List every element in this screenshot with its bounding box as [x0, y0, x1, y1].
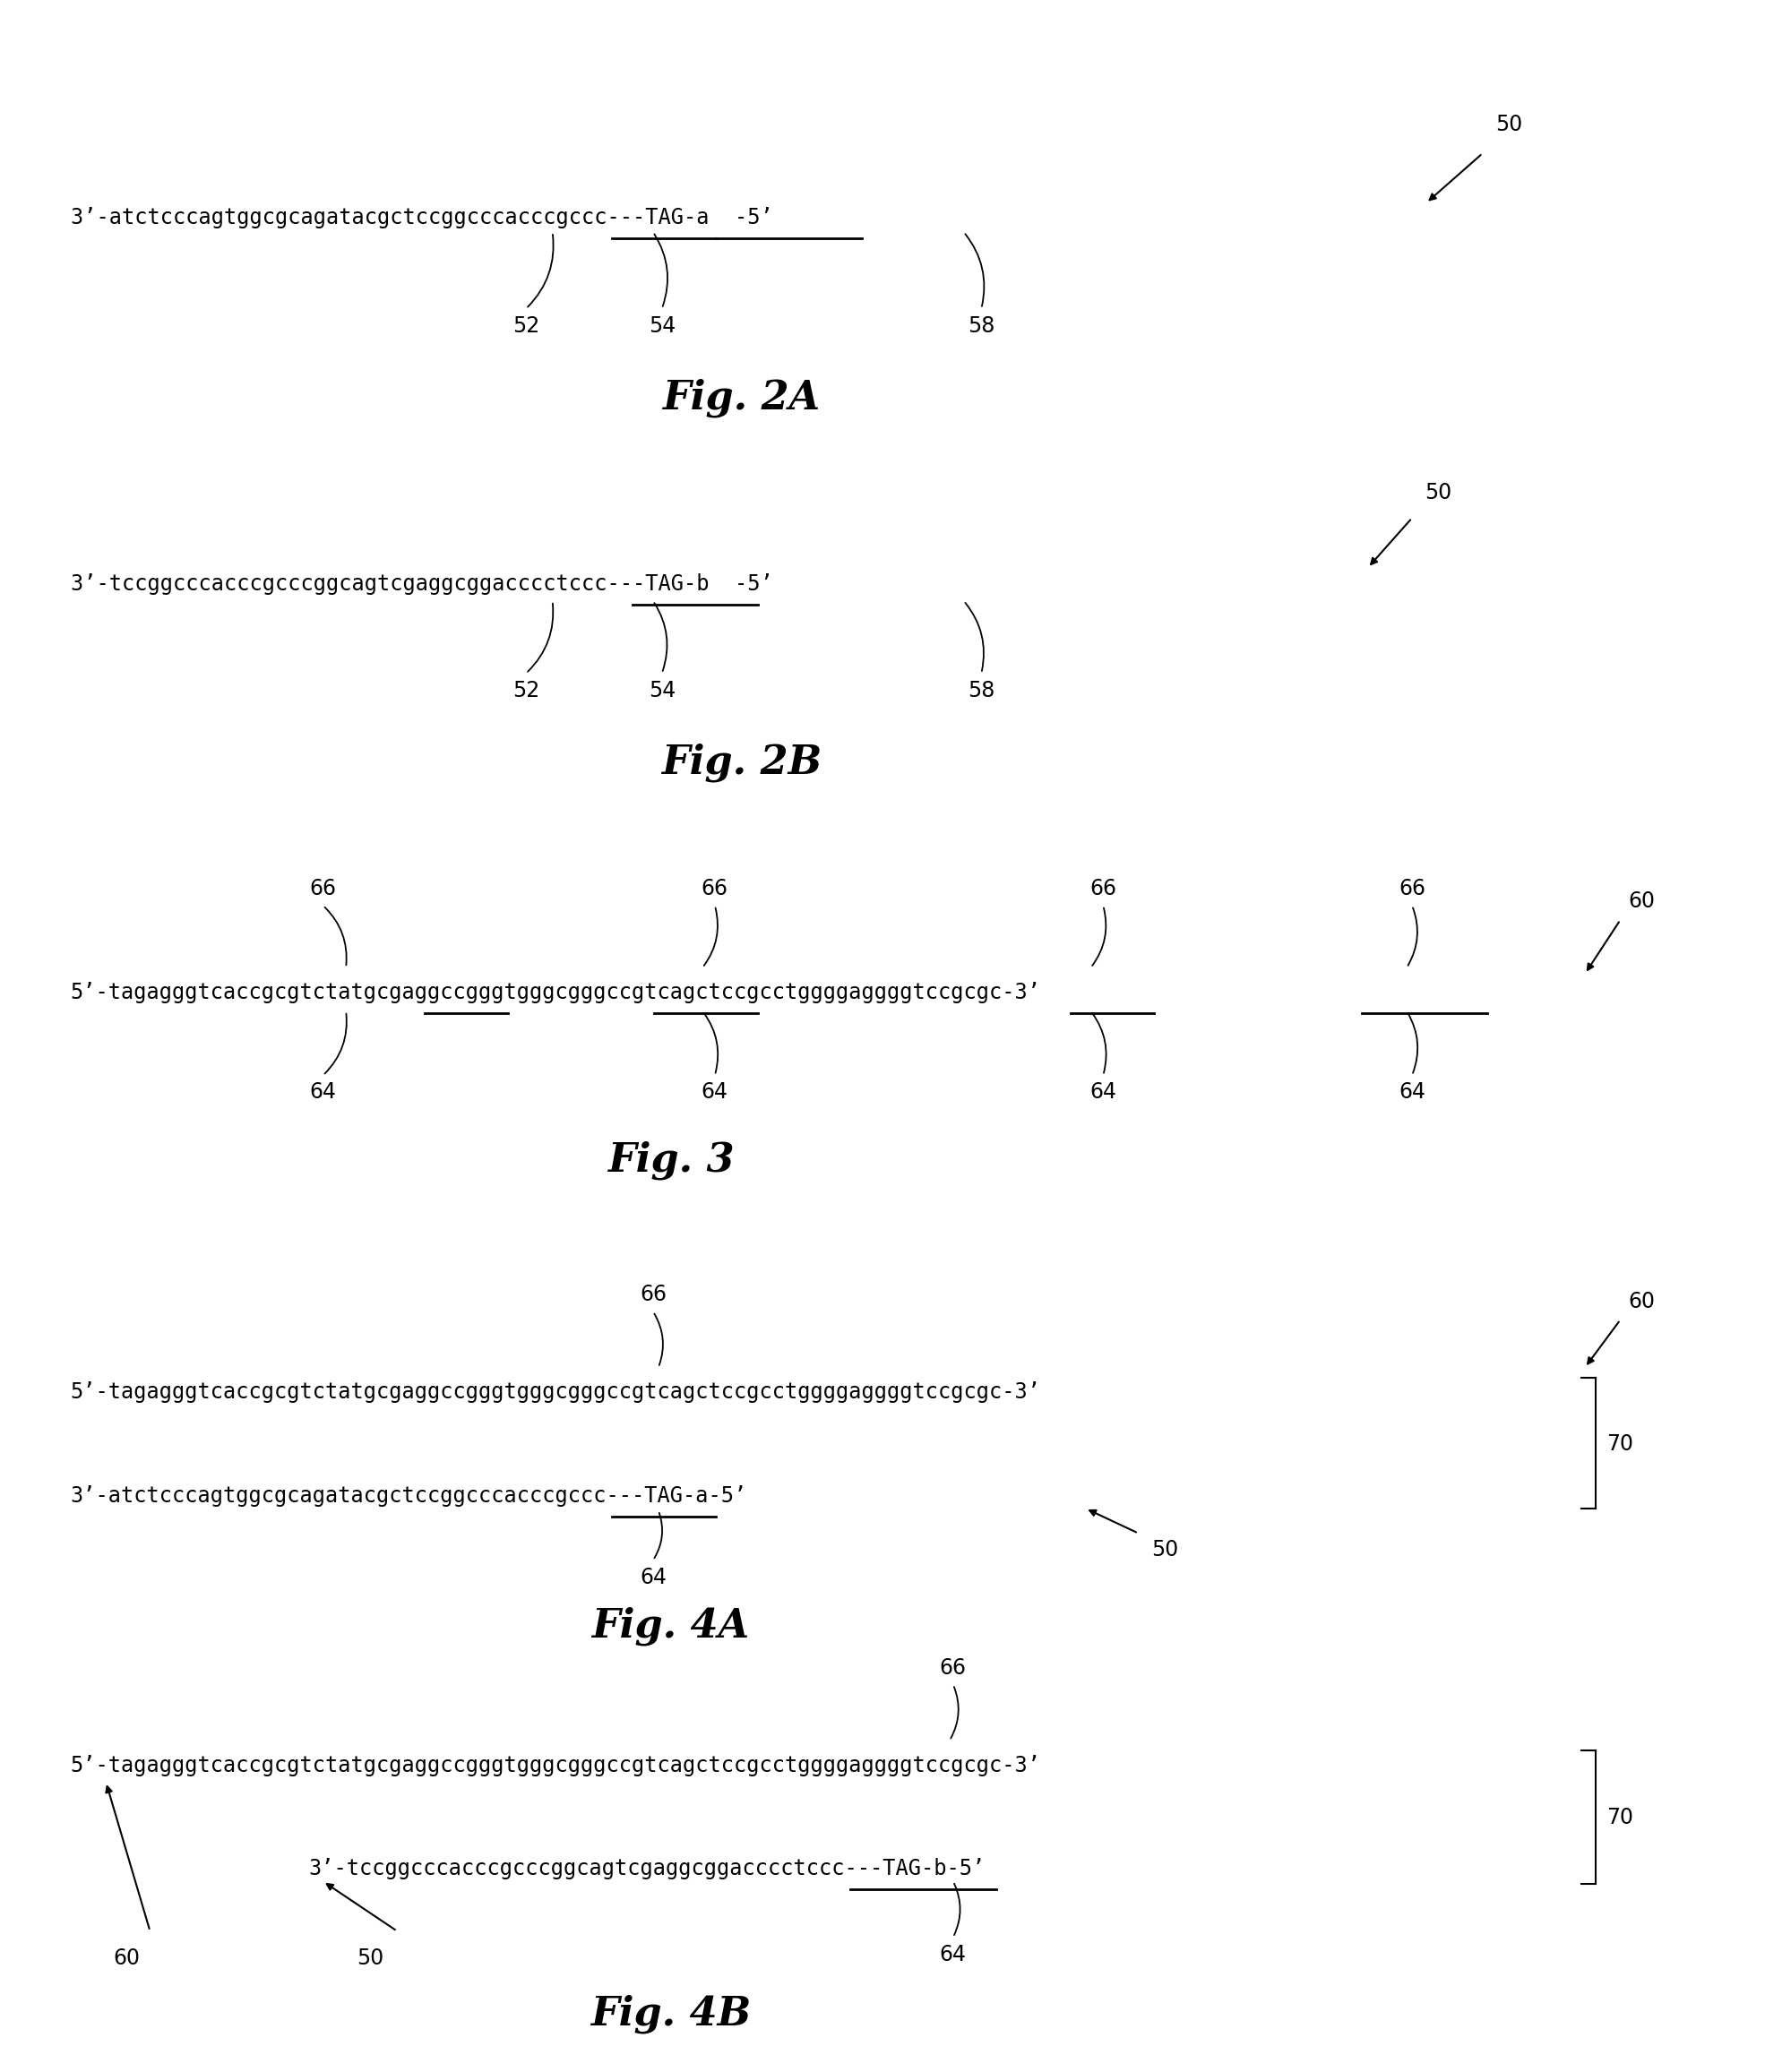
Text: 66: 66	[1089, 879, 1117, 899]
Text: 64: 64	[309, 1082, 337, 1102]
Text: 60: 60	[1627, 1291, 1656, 1312]
Text: 50: 50	[1151, 1539, 1179, 1560]
Text: 50: 50	[357, 1948, 385, 1968]
Text: 66: 66	[639, 1285, 667, 1305]
Text: 5’-tagagggtcaccgcgtctatgcgaggccgggtgggcgggccgtcagctccgcctggggaggggtccgcgc-3’: 5’-tagagggtcaccgcgtctatgcgaggccgggtgggcg…	[71, 1382, 1041, 1403]
Text: Fig. 2A: Fig. 2A	[662, 379, 821, 416]
Text: 64: 64	[1398, 1082, 1426, 1102]
Text: Fig. 3: Fig. 3	[607, 1142, 734, 1179]
Text: 60: 60	[1627, 891, 1656, 912]
Text: 3’-atctcccagtggcgcagatacgctccggcccacccgccc---TAG-a-5’: 3’-atctcccagtggcgcagatacgctccggcccacccgc…	[71, 1486, 747, 1506]
Text: 60: 60	[113, 1948, 141, 1968]
Text: 54: 54	[648, 680, 676, 700]
Text: 64: 64	[939, 1944, 967, 1964]
Text: 5’-tagagggtcaccgcgtctatgcgaggccgggtgggcgggccgtcagctccgcctggggaggggtccgcgc-3’: 5’-tagagggtcaccgcgtctatgcgaggccgggtgggcg…	[71, 1755, 1041, 1776]
Text: Fig. 2B: Fig. 2B	[662, 744, 821, 781]
Text: 66: 66	[309, 879, 337, 899]
Text: 3’-tccggcccacccgcccggcagtcgaggcggacccctccc---TAG-b-5’: 3’-tccggcccacccgcccggcagtcgaggcggacccctc…	[309, 1859, 985, 1879]
Text: 58: 58	[967, 315, 995, 336]
Text: 54: 54	[648, 315, 676, 336]
Text: 66: 66	[701, 879, 729, 899]
Text: 66: 66	[1398, 879, 1426, 899]
Text: 66: 66	[939, 1658, 967, 1678]
Text: 64: 64	[639, 1566, 667, 1587]
Text: 50: 50	[1495, 114, 1523, 135]
Text: 58: 58	[967, 680, 995, 700]
Text: 64: 64	[701, 1082, 729, 1102]
Text: 3’-tccggcccacccgcccggcagtcgaggcggacccctccc---TAG-b  -5’: 3’-tccggcccacccgcccggcagtcgaggcggacccctc…	[71, 574, 773, 595]
Text: Fig. 4A: Fig. 4A	[591, 1608, 750, 1645]
Text: Fig. 4B: Fig. 4B	[591, 1995, 750, 2033]
Text: 70: 70	[1606, 1807, 1633, 1828]
Text: 64: 64	[1089, 1082, 1117, 1102]
Text: 5’-tagagggtcaccgcgtctatgcgaggccgggtgggcgggccgtcagctccgcctggggaggggtccgcgc-3’: 5’-tagagggtcaccgcgtctatgcgaggccgggtgggcg…	[71, 982, 1041, 1003]
Text: 3’-atctcccagtggcgcagatacgctccggcccacccgccc---TAG-a  -5’: 3’-atctcccagtggcgcagatacgctccggcccacccgc…	[71, 207, 773, 228]
Text: 52: 52	[512, 315, 540, 336]
Text: 52: 52	[512, 680, 540, 700]
Text: 70: 70	[1606, 1434, 1633, 1455]
Text: 50: 50	[1424, 483, 1453, 503]
